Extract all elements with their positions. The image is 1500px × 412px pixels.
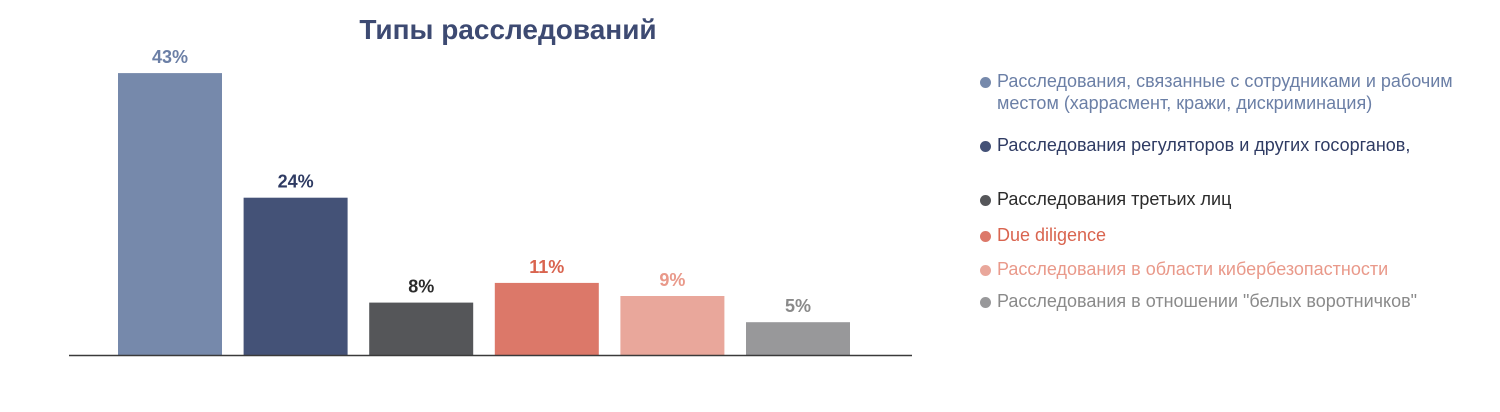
legend-label-3: Расследования третьих лиц bbox=[997, 189, 1232, 209]
chart-title: Типы расследований bbox=[359, 14, 657, 45]
legend-marker-1 bbox=[980, 77, 991, 88]
legend-marker-2 bbox=[980, 141, 991, 152]
bar-3 bbox=[369, 302, 474, 355]
legend-label-5: Расследования в области кибербезопастнос… bbox=[997, 259, 1389, 279]
bar-5 bbox=[620, 296, 725, 355]
data-label-1: 43% bbox=[152, 47, 188, 67]
legend-item-2: Расследования регуляторов и других госор… bbox=[980, 134, 1410, 156]
data-label-4: 11% bbox=[529, 257, 564, 277]
legend-item-6: Расследования в отношении "белых воротни… bbox=[980, 290, 1417, 312]
legend-label-2: Расследования регуляторов и других госор… bbox=[997, 135, 1411, 155]
legend-marker-6 bbox=[980, 297, 991, 308]
bar-2 bbox=[243, 197, 348, 355]
bar-4 bbox=[494, 282, 599, 355]
legend-label-1: Расследования, связанные с сотрудниками … bbox=[997, 71, 1453, 113]
data-label-3: 8% bbox=[408, 277, 434, 297]
legend-item-5: Расследования в области кибербезопастнос… bbox=[980, 258, 1388, 280]
legend-item-1: Расследования, связанные с сотрудниками … bbox=[980, 70, 1490, 114]
legend-item-4: Due diligence bbox=[980, 224, 1106, 246]
legend-marker-3 bbox=[980, 195, 991, 206]
legend-item-3: Расследования третьих лиц bbox=[980, 188, 1231, 210]
legend-marker-4 bbox=[980, 231, 991, 242]
data-label-6: 5% bbox=[785, 296, 811, 316]
bar-6 bbox=[746, 322, 850, 355]
bar-1 bbox=[118, 73, 222, 355]
data-label-5: 9% bbox=[659, 270, 685, 290]
legend-marker-5 bbox=[980, 265, 991, 276]
legend-label-4: Due diligence bbox=[997, 225, 1107, 245]
legend-label-6: Расследования в отношении "белых воротни… bbox=[997, 291, 1418, 311]
data-label-2: 24% bbox=[278, 172, 314, 192]
